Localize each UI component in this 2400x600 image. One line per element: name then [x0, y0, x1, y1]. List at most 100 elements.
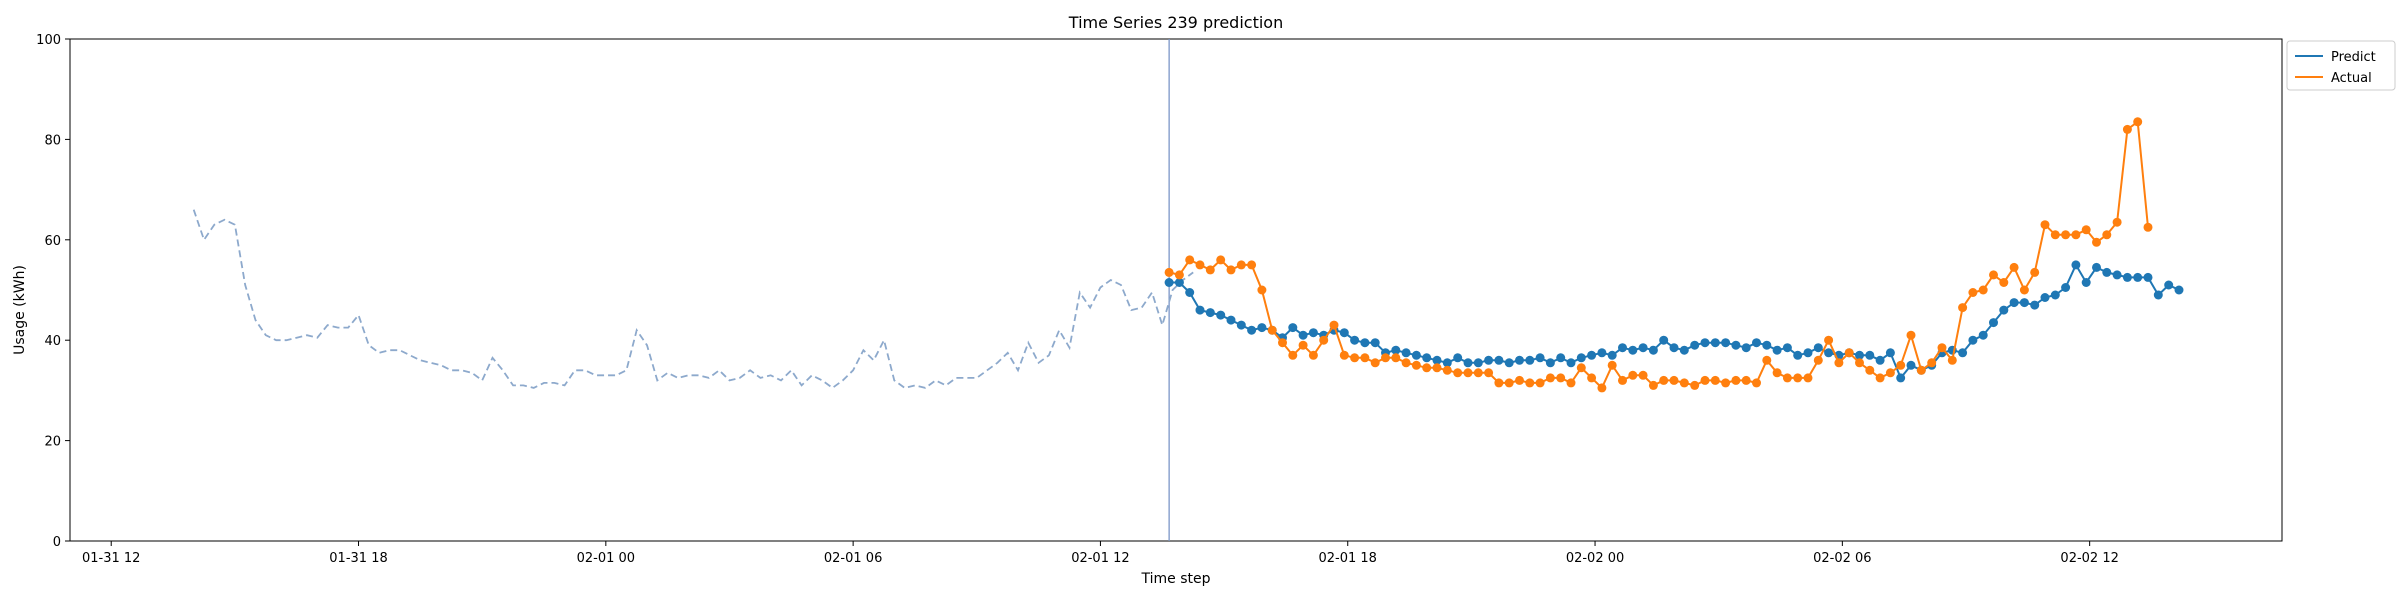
- actual-data-point: [1700, 375, 1710, 385]
- actual-data-point: [1803, 373, 1813, 383]
- actual-data-point: [1906, 330, 1916, 340]
- actual-data-point: [1535, 378, 1545, 388]
- actual-data-point: [1782, 373, 1792, 383]
- predict-data-point: [1659, 335, 1669, 345]
- actual-data-point: [1298, 340, 1308, 350]
- actual-data-point: [2122, 124, 2132, 134]
- actual-data-point: [1236, 260, 1246, 270]
- predict-data-point: [1710, 338, 1720, 348]
- predict-data-point: [1607, 350, 1617, 360]
- history-series-line: [192, 209, 1194, 390]
- actual-data-point: [1618, 375, 1627, 385]
- predict-data-point: [1978, 330, 1988, 340]
- predict-data-point: [1566, 358, 1576, 368]
- actual-data-point: [1896, 360, 1906, 370]
- predict-data-point: [1401, 348, 1411, 358]
- actual-data-point: [1834, 358, 1844, 368]
- predict-data-point: [1298, 330, 1308, 340]
- actual-data-point: [1762, 355, 1772, 365]
- actual-data-point: [1329, 320, 1339, 330]
- predict-data-point: [1350, 335, 1360, 345]
- x-tick-label: 02-02 12: [2060, 551, 2118, 566]
- predict-data-point: [1504, 358, 1514, 368]
- actual-data-point: [1927, 358, 1937, 368]
- predict-data-point: [1741, 343, 1751, 353]
- actual-data-point: [1432, 363, 1442, 373]
- actual-data-point: [1989, 270, 1998, 280]
- predict-data-point: [1793, 350, 1803, 360]
- actual-data-point: [2081, 225, 2091, 235]
- actual-data-point: [2050, 230, 2060, 240]
- predict-data-point: [2081, 278, 2091, 287]
- actual-data-point: [1844, 348, 1854, 358]
- predict-data-point: [1205, 308, 1215, 318]
- x-tick-label: 02-02 06: [1813, 551, 1871, 566]
- predict-data-point: [1875, 355, 1885, 365]
- actual-data-point: [1947, 355, 1957, 365]
- predict-data-point: [1411, 350, 1421, 360]
- predict-data-point: [1782, 343, 1792, 353]
- actual-data-point: [2040, 220, 2050, 230]
- predict-data-point: [1288, 323, 1298, 333]
- x-tick-label: 02-01 12: [1071, 551, 1129, 566]
- actual-data-point: [1185, 255, 1195, 265]
- actual-data-point: [1741, 375, 1751, 385]
- x-axis-label: Time step: [1141, 571, 1211, 587]
- predict-data-point: [1525, 355, 1535, 365]
- y-tick-label: 20: [44, 435, 61, 450]
- predict-data-point: [1679, 345, 1689, 355]
- plot-frame: [69, 38, 2283, 542]
- predict-data-point: [2061, 283, 2071, 292]
- predict-data-point: [2092, 262, 2101, 272]
- actual-data-point: [1350, 353, 1360, 363]
- x-tick-label: 01-31 12: [82, 551, 140, 566]
- predict-data-point: [1339, 328, 1349, 338]
- actual-data-point: [1205, 265, 1215, 275]
- predict-data-point: [1247, 325, 1257, 335]
- x-tick-label: 02-01 06: [824, 551, 882, 566]
- predict-data-point: [1453, 353, 1463, 363]
- actual-data-point: [1958, 303, 1968, 313]
- predict-data-point: [1473, 358, 1483, 368]
- predict-data-point: [1236, 320, 1246, 330]
- predict-data-point: [1989, 318, 1998, 328]
- predict-data-point: [1515, 355, 1524, 365]
- predict-data-point: [2112, 270, 2122, 280]
- actual-data-point: [1525, 378, 1535, 388]
- predict-data-point: [2030, 300, 2040, 310]
- predict-data-point: [1484, 355, 1494, 365]
- predict-data-point: [1690, 340, 1700, 350]
- predict-data-point: [2040, 293, 2050, 302]
- predict-data-point: [1545, 358, 1555, 368]
- actual-data-point: [1679, 378, 1689, 388]
- predict-data-point: [1164, 278, 1174, 287]
- actual-data-point: [1937, 343, 1947, 353]
- actual-data-point: [1865, 365, 1875, 375]
- predict-data-point: [2102, 267, 2112, 277]
- plot-area: [69, 38, 2283, 542]
- actual-data-point: [1597, 383, 1607, 393]
- x-tick-label: 02-01 18: [1319, 551, 1377, 566]
- actual-data-point: [1442, 365, 1452, 375]
- actual-data-point: [1731, 375, 1741, 385]
- actual-data-point: [1247, 260, 1257, 270]
- legend-label-predict: Predict: [2331, 50, 2376, 65]
- actual-data-point: [2133, 117, 2143, 127]
- y-tick-label: 60: [44, 234, 61, 249]
- predict-data-point: [1597, 348, 1607, 358]
- actual-data-point: [1360, 353, 1370, 363]
- predict-data-point: [1824, 348, 1834, 358]
- predict-data-point: [1896, 373, 1906, 383]
- actual-data-point: [1370, 358, 1380, 368]
- actual-data-point: [1257, 285, 1267, 295]
- legend: Predict Actual: [2286, 40, 2396, 91]
- actual-data-point: [1484, 368, 1494, 378]
- predict-data-point: [1752, 338, 1761, 348]
- predict-data-point: [1556, 353, 1566, 363]
- predict-data-point: [1958, 348, 1968, 358]
- actual-data-point: [1267, 325, 1277, 335]
- predict-data-point: [2050, 290, 2060, 300]
- actual-data-point: [1648, 380, 1658, 390]
- actual-data-point: [1216, 255, 1226, 265]
